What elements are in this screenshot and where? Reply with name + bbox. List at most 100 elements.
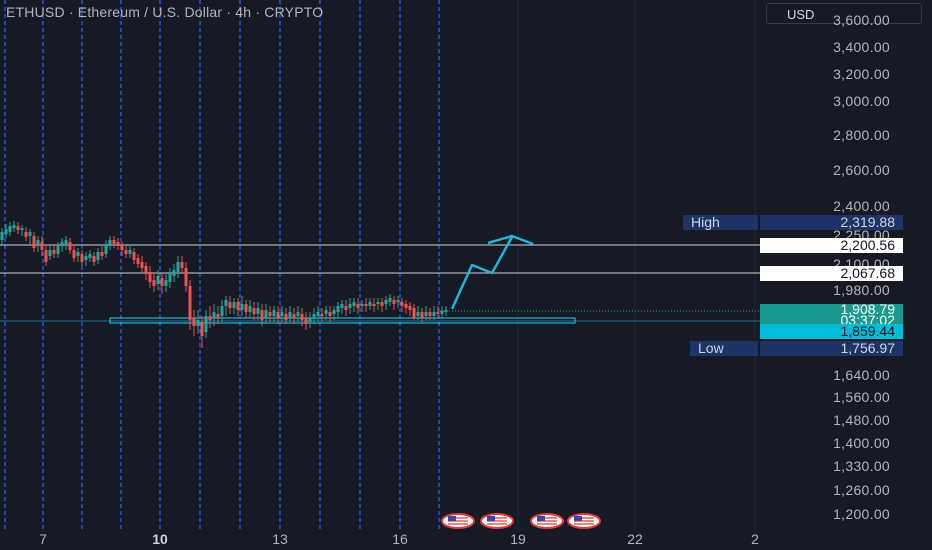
candlestick-series — [0, 221, 448, 348]
candle-down — [244, 304, 248, 312]
time-tick-label: 7 — [39, 531, 47, 547]
candle-up — [396, 300, 400, 302]
price-tick-label: 3,000.00 — [833, 93, 890, 109]
candle-up — [128, 250, 132, 254]
candle-down — [320, 314, 324, 316]
candle-down — [404, 304, 408, 308]
price-tick-label: 3,200.00 — [833, 66, 890, 82]
candle-up — [196, 320, 200, 326]
candle-up — [88, 254, 92, 258]
high-label: High — [683, 215, 758, 230]
candle-down — [120, 246, 124, 250]
time-tick-label: 19 — [510, 531, 526, 547]
candle-down — [276, 312, 280, 318]
candle-up — [60, 242, 64, 246]
candle-up — [248, 306, 252, 312]
candle-up — [288, 312, 292, 318]
candle-down — [160, 278, 164, 286]
candle-down — [420, 312, 424, 318]
candle-up — [368, 302, 372, 306]
candle-up — [332, 310, 336, 314]
candle-down — [200, 322, 204, 336]
price-tick-label: 1,260.00 — [833, 482, 890, 498]
candle-down — [252, 308, 256, 314]
candle-up — [416, 312, 420, 316]
candle-down — [124, 250, 128, 254]
candle-down — [260, 310, 264, 320]
candle-down — [44, 250, 48, 262]
time-tick-label: 2 — [751, 531, 759, 547]
candle-up — [384, 300, 388, 304]
candle-down — [364, 304, 368, 306]
time-tick-label: 22 — [627, 531, 643, 547]
currency-selector[interactable]: USD — [766, 3, 922, 24]
low-label: Low — [690, 341, 758, 356]
candle-up — [28, 232, 32, 236]
time-tick-label: 16 — [392, 531, 408, 547]
candle-down — [188, 286, 192, 320]
price-tick-label: 3,600.00 — [833, 12, 890, 28]
flag-canton — [574, 516, 582, 521]
candle-up — [308, 318, 312, 322]
candle-down — [116, 242, 120, 246]
candle-down — [304, 318, 308, 324]
candle-down — [344, 306, 348, 310]
candle-down — [292, 314, 296, 318]
candle-down — [284, 314, 288, 320]
price-tick-label: 2,400.00 — [833, 198, 890, 214]
support-price-tag: 1,859.44 — [760, 324, 903, 339]
candle-up — [168, 274, 172, 282]
candle-up — [360, 304, 364, 306]
candle-down — [52, 250, 56, 254]
candle-up — [4, 229, 8, 234]
flag-canton — [487, 516, 495, 521]
candle-up — [164, 280, 168, 286]
event-markers[interactable] — [441, 513, 601, 529]
price-tick-label: 1,980.00 — [833, 282, 890, 298]
time-tick-label: 13 — [272, 531, 288, 547]
candle-up — [240, 304, 244, 310]
candle-up — [172, 270, 176, 276]
vertical-dashed-lines — [4, 0, 756, 530]
candle-up — [280, 312, 284, 316]
price-tick-label: 1,400.00 — [833, 435, 890, 451]
candle-down — [68, 242, 72, 250]
candle-up — [232, 302, 236, 308]
candle-down — [140, 262, 144, 268]
candle-up — [352, 302, 356, 306]
candle-up — [348, 304, 352, 308]
candle-up — [20, 228, 24, 230]
candle-down — [436, 312, 440, 314]
candle-down — [216, 314, 220, 318]
candle-down — [112, 240, 116, 244]
candle-down — [72, 250, 76, 258]
price-tick-label: 2,600.00 — [833, 162, 890, 178]
candle-down — [268, 312, 272, 316]
candle-up — [76, 252, 80, 256]
last-price-value: 1,908.79 — [840, 301, 896, 317]
candle-up — [36, 240, 40, 244]
us-flag-icon — [530, 513, 564, 529]
candle-down — [192, 318, 196, 326]
candle-up — [444, 310, 448, 312]
candle-up — [204, 316, 208, 332]
candle-down — [372, 304, 376, 306]
candle-up — [312, 314, 316, 318]
symbol-title[interactable]: ETHUSD · Ethereum / U.S. Dollar · 4h · C… — [6, 4, 324, 20]
candle-down — [328, 312, 332, 316]
price-tick-label: 1,200.00 — [833, 506, 890, 522]
candle-up — [336, 306, 340, 312]
candle-up — [56, 246, 60, 254]
candle-down — [392, 300, 396, 304]
candle-up — [264, 310, 268, 318]
candle-down — [356, 304, 360, 308]
price-tick-label: 1,480.00 — [833, 412, 890, 428]
candle-up — [256, 308, 260, 314]
candle-up — [96, 252, 100, 260]
candle-down — [300, 314, 304, 320]
candle-down — [136, 258, 140, 264]
candle-down — [428, 312, 432, 316]
candle-down — [236, 302, 240, 310]
candle-down — [380, 302, 384, 306]
